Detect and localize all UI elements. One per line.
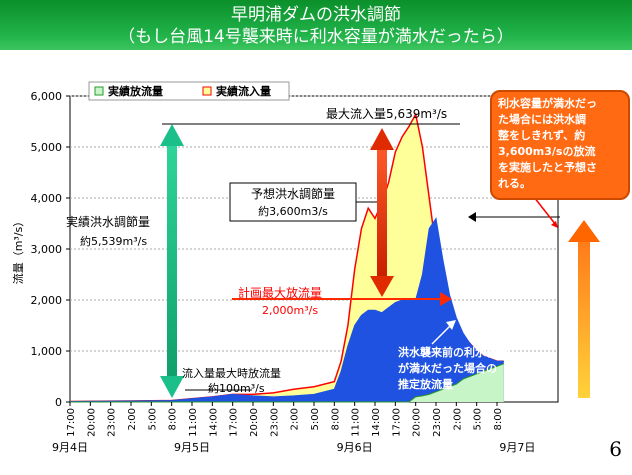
x-tick-label: 20:00 xyxy=(86,408,97,437)
x-tick-label: 8:00 xyxy=(168,408,179,430)
estimated-note-line1: 洪水襲来前の利水容量 xyxy=(398,345,508,359)
planned-max-label: 計画最大放流量 xyxy=(238,285,322,300)
legend-box xyxy=(88,81,290,101)
x-tick-label: 5:00 xyxy=(147,408,158,430)
expected-control-label: 予想洪水調節量 xyxy=(251,186,335,201)
y-tick-label: 2,000 xyxy=(31,294,63,307)
x-tick-label: 14:00 xyxy=(208,408,219,437)
min-discharge-label: 流入量最大時放流量 xyxy=(182,366,281,380)
x-tick-label: 2:00 xyxy=(127,408,138,430)
legend-actual-inflow: 実績流入量 xyxy=(216,84,271,98)
axis-ticks: 0 1,000 2,000 3,000 4,000 5,000 6,000 17:00 20:0… xyxy=(31,90,536,454)
min-discharge-value: 約100m³/s xyxy=(208,381,265,395)
estimated-note-line3: 推定放流量 xyxy=(398,377,453,391)
page-number: 6 xyxy=(609,437,622,461)
y-tick-label: 0 xyxy=(55,396,62,409)
planned-max-value: 2,000m³/s xyxy=(262,304,318,317)
actual-control-label: 実績洪水調節量 xyxy=(66,214,150,229)
date-label: 9月7日 xyxy=(499,441,535,454)
series-estimated-outflow-area xyxy=(70,218,504,402)
x-tick-label: 23:00 xyxy=(107,408,118,437)
x-tick-label: 8:00 xyxy=(493,408,504,430)
legend-actual-outflow: 実績放流量 xyxy=(108,84,163,98)
x-tick-label: 17:00 xyxy=(66,408,77,437)
date-label: 9月4日 xyxy=(52,441,88,454)
planned-max-arrowhead xyxy=(440,292,452,306)
y-tick-label: 3,000 xyxy=(31,243,63,256)
max-inflow-label: 最大流入量5,639m³/s xyxy=(326,107,447,121)
expected-control-value: 約3,600m3/s xyxy=(258,204,328,218)
expected-control-arrow-shaft xyxy=(377,146,387,278)
expected-control-box xyxy=(229,182,357,222)
legend-swatch-actual-outflow xyxy=(94,86,104,96)
estimated-note-line2: が満水だった場合の xyxy=(398,361,497,375)
x-tick-label: 5:00 xyxy=(473,408,484,430)
x-tick-label: 5:00 xyxy=(310,408,321,430)
expected-control-arrow-top xyxy=(370,128,394,150)
x-tick-label: 23:00 xyxy=(269,408,280,437)
series-actual-outflow-line xyxy=(70,363,504,403)
slide-subtitle: （もし台風14号襲来時に利水容量が満水だったら） xyxy=(118,27,514,47)
would-be-discharge-arrow-head xyxy=(568,220,600,242)
x-tick-label: 17:00 xyxy=(229,408,240,437)
y-axis-label: 流量（m³/s） xyxy=(11,216,25,285)
callout-line-3: 整をしきれず、約 xyxy=(498,129,586,142)
estimated-note-leader-head xyxy=(446,320,456,330)
x-tick-label: 14:00 xyxy=(371,408,382,437)
callout-line-2: た場合には洪水調 xyxy=(498,113,586,126)
expected-control-arrow-bottom xyxy=(370,276,394,297)
actual-control-arrow-bottom xyxy=(160,376,184,398)
callout-box: 利水容量が満水だっ た場合には洪水調 整をしきれず、約 3,600m3/sの放流… xyxy=(490,90,630,200)
callout-line-5: を実施したと予想さ xyxy=(498,161,597,174)
callout-line-6: れる。 xyxy=(498,177,531,190)
actual-control-value: 約5,539m³/s xyxy=(80,234,147,248)
x-tick-label: 17:00 xyxy=(391,408,402,437)
callout-leader-head xyxy=(551,221,558,228)
x-tick-label: 20:00 xyxy=(249,408,260,437)
slide-title: 早明浦ダムの洪水調節 xyxy=(231,5,401,25)
date-label: 9月5日 xyxy=(174,441,210,454)
callout-line-4: 3,600m3/sの放流 xyxy=(498,145,596,158)
x-tick-label: 11:00 xyxy=(351,408,362,437)
series-layer xyxy=(69,112,504,403)
y-tick-label: 1,000 xyxy=(31,345,63,358)
y-tick-label: 5,000 xyxy=(31,141,63,154)
date-label: 9月6日 xyxy=(337,441,373,454)
actual-control-arrow-shaft xyxy=(167,142,177,380)
y-tick-label: 6,000 xyxy=(31,90,63,103)
x-tick-label: 2:00 xyxy=(290,408,301,430)
x-tick-label: 2:00 xyxy=(452,408,463,430)
callout-line-1: 利水容量が満水だっ xyxy=(498,97,597,110)
x-tick-label: 11:00 xyxy=(188,408,199,437)
legend: 実績放流量 実績流入量 xyxy=(88,81,290,101)
actual-control-arrow-top xyxy=(160,124,184,146)
estimated-note-leader xyxy=(431,323,453,345)
series-actual-outflow-area xyxy=(70,363,504,402)
title-bar: 早明浦ダムの洪水調節 （もし台風14号襲来時に利水容量が満水だったら） xyxy=(0,0,632,50)
would-be-discharge-arrow-shaft xyxy=(578,240,590,398)
x-tick-label: 20:00 xyxy=(412,408,423,437)
legend-swatch-actual-inflow xyxy=(202,86,212,96)
estimated-peak-arrowhead xyxy=(468,212,476,222)
x-tick-label: 23:00 xyxy=(432,408,443,437)
series-estimated-outflow-line xyxy=(69,217,504,402)
x-tick-label: 8:00 xyxy=(330,408,341,430)
y-tick-label: 4,000 xyxy=(31,192,63,205)
